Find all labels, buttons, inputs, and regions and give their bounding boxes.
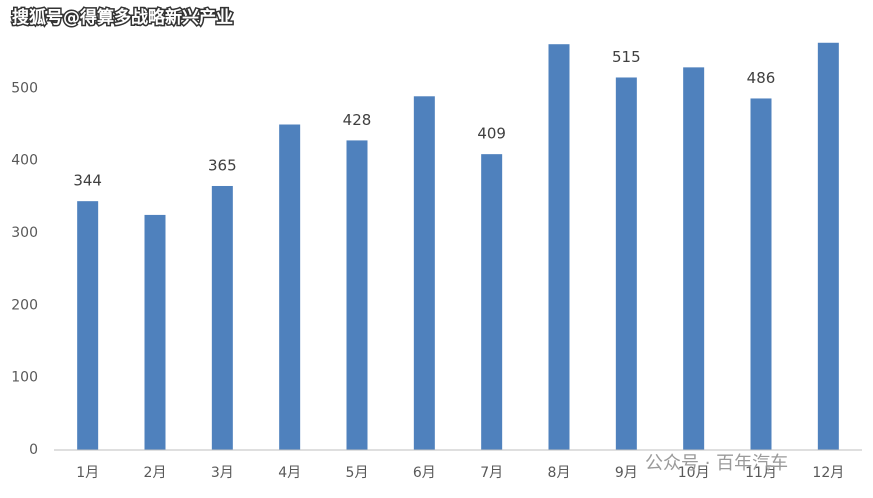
x-tick-label: 2月 bbox=[144, 465, 167, 481]
y-tick-label: 500 bbox=[11, 80, 38, 96]
value-label: 486 bbox=[747, 69, 776, 87]
bar bbox=[279, 124, 301, 450]
bar bbox=[211, 185, 233, 450]
bar bbox=[77, 201, 99, 450]
x-tick-label: 11月 bbox=[745, 465, 777, 481]
x-tick-label: 8月 bbox=[548, 465, 571, 481]
watermark: 搜狐号@得算多战略新兴产业 bbox=[12, 7, 233, 28]
bar bbox=[413, 96, 435, 450]
x-tick-label: 10月 bbox=[678, 465, 710, 481]
value-label: 365 bbox=[208, 156, 237, 174]
x-tick-label: 12月 bbox=[812, 465, 844, 481]
bar bbox=[817, 42, 839, 450]
bar bbox=[683, 67, 705, 451]
x-tick-label: 4月 bbox=[278, 465, 301, 481]
bar bbox=[750, 98, 772, 451]
x-tick-label: 6月 bbox=[413, 465, 436, 481]
y-tick-label: 100 bbox=[11, 370, 38, 386]
y-tick-label: 0 bbox=[29, 442, 38, 458]
x-tick-label: 9月 bbox=[615, 465, 638, 481]
bar bbox=[346, 140, 368, 450]
y-tick-label: 400 bbox=[11, 153, 38, 169]
value-label: 344 bbox=[73, 172, 102, 190]
x-tick-label: 3月 bbox=[211, 465, 234, 481]
y-tick-label: 300 bbox=[11, 225, 38, 241]
bar bbox=[144, 214, 166, 450]
x-tick-label: 5月 bbox=[346, 465, 369, 481]
value-label: 428 bbox=[343, 111, 372, 129]
x-tick-label: 1月 bbox=[76, 465, 99, 481]
bar bbox=[481, 154, 503, 450]
y-tick-label: 200 bbox=[11, 297, 38, 313]
watermark: 公众号 · 百年汽车 bbox=[645, 453, 788, 474]
bar bbox=[615, 77, 637, 450]
value-label: 409 bbox=[477, 125, 506, 143]
value-label: 515 bbox=[612, 48, 641, 66]
bar bbox=[548, 44, 570, 451]
x-tick-label: 7月 bbox=[480, 465, 503, 481]
